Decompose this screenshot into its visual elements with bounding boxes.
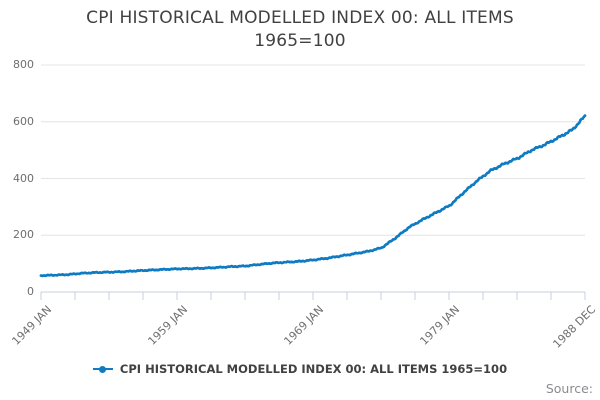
legend-item[interactable]: CPI HISTORICAL MODELLED INDEX 00: ALL IT… xyxy=(0,362,600,376)
legend-line-dot-icon xyxy=(92,365,113,373)
y-axis-tick-label: 600 xyxy=(13,114,34,128)
y-axis-tick-label: 200 xyxy=(13,228,34,242)
y-axis-tick-label: 800 xyxy=(13,58,34,71)
x-axis-ticks xyxy=(40,292,586,300)
series-line[interactable] xyxy=(39,114,587,278)
gridlines xyxy=(41,64,585,293)
chart-title-line1: CPI HISTORICAL MODELLED INDEX 00: ALL IT… xyxy=(86,8,514,28)
chart-title-line2: 1965=100 xyxy=(254,31,346,51)
legend-label: CPI HISTORICAL MODELLED INDEX 00: ALL IT… xyxy=(119,362,508,376)
data-point-markers xyxy=(39,114,587,278)
source-label: Source: xyxy=(545,381,593,396)
y-axis-tick-label: 400 xyxy=(13,171,34,185)
chart-title: CPI HISTORICAL MODELLED INDEX 00: ALL IT… xyxy=(0,7,600,53)
y-axis-tick-label: 0 xyxy=(27,285,34,298)
